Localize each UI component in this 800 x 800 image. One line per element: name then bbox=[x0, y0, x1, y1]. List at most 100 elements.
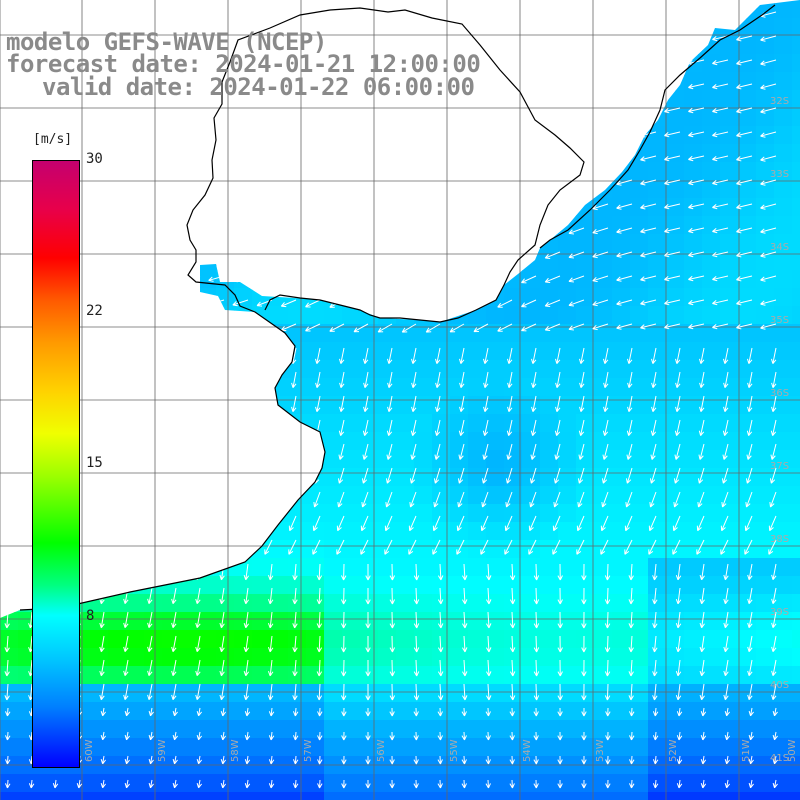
field-cell bbox=[414, 594, 433, 613]
wind-arrow bbox=[329, 155, 345, 164]
wind-arrow bbox=[425, 251, 441, 261]
field-cell bbox=[432, 720, 451, 739]
field-cell bbox=[738, 414, 757, 433]
field-cell bbox=[396, 270, 415, 289]
wind-arrow bbox=[554, 419, 561, 436]
field-cell bbox=[252, 432, 271, 451]
wind-arrow bbox=[506, 443, 513, 460]
field-cell bbox=[792, 0, 800, 19]
wind-arrow bbox=[365, 779, 371, 789]
field-cell bbox=[540, 270, 559, 289]
field-cell bbox=[144, 234, 163, 253]
field-cell bbox=[792, 396, 800, 415]
wind-arrow bbox=[530, 419, 537, 436]
wind-arrow bbox=[521, 83, 537, 92]
field-cell bbox=[90, 0, 109, 19]
field-cell bbox=[234, 612, 253, 631]
wind-arrow bbox=[410, 443, 417, 460]
field-cell bbox=[288, 270, 307, 289]
field-cell bbox=[612, 792, 631, 800]
field-cell bbox=[414, 198, 433, 217]
field-cell bbox=[666, 504, 685, 523]
field-cell bbox=[468, 342, 487, 361]
field-cell bbox=[702, 126, 721, 145]
field-cell bbox=[306, 684, 325, 703]
wind-arrow bbox=[0, 251, 9, 259]
field-cell bbox=[558, 0, 577, 19]
wind-arrow bbox=[123, 563, 129, 581]
wind-arrow bbox=[640, 203, 657, 210]
field-cell bbox=[486, 540, 505, 559]
wind-arrow bbox=[605, 707, 611, 717]
field-cell bbox=[576, 576, 595, 595]
field-cell bbox=[414, 414, 433, 433]
wind-arrow bbox=[747, 683, 753, 701]
field-cell bbox=[306, 504, 325, 523]
wind-arrow bbox=[533, 635, 540, 653]
field-cell bbox=[702, 360, 721, 379]
field-cell bbox=[774, 126, 793, 145]
lon-label: 57W bbox=[303, 739, 314, 762]
field-cell bbox=[558, 594, 577, 613]
wind-arrow bbox=[387, 371, 393, 389]
field-cell bbox=[126, 558, 145, 577]
field-cell bbox=[594, 378, 613, 397]
field-cell bbox=[702, 216, 721, 235]
field-cell bbox=[756, 216, 775, 235]
field-cell bbox=[576, 666, 595, 685]
field-cell bbox=[792, 324, 800, 343]
field-cell bbox=[378, 108, 397, 127]
wind-arrow bbox=[640, 107, 657, 114]
field-cell bbox=[108, 792, 127, 800]
coastline bbox=[19, 4, 776, 611]
lon-label: 56W bbox=[376, 739, 387, 762]
field-cell bbox=[414, 630, 433, 649]
field-cell bbox=[702, 144, 721, 163]
field-cell bbox=[666, 468, 685, 487]
field-cell bbox=[234, 558, 253, 577]
wind-arrow bbox=[208, 11, 225, 18]
field-cell bbox=[180, 0, 199, 19]
wind-arrow bbox=[544, 59, 561, 67]
field-cell bbox=[90, 648, 109, 667]
wind-arrow bbox=[219, 611, 225, 629]
wind-arrow bbox=[425, 275, 441, 285]
field-cell bbox=[360, 702, 379, 721]
field-cell bbox=[108, 198, 127, 217]
wind-arrow bbox=[688, 107, 705, 114]
field-cell bbox=[684, 378, 703, 397]
field-cell bbox=[540, 324, 559, 343]
wind-arrow bbox=[674, 443, 681, 460]
field-cell bbox=[576, 126, 595, 145]
field-cell bbox=[504, 684, 523, 703]
field-cell bbox=[432, 342, 451, 361]
wind-arrow bbox=[171, 395, 177, 413]
field-cell bbox=[666, 360, 685, 379]
field-cell bbox=[738, 288, 757, 307]
wind-arrow bbox=[193, 491, 201, 508]
field-cell bbox=[144, 666, 163, 685]
wind-arrow bbox=[521, 11, 537, 20]
field-cell bbox=[90, 342, 109, 361]
field-cell bbox=[144, 180, 163, 199]
field-cell bbox=[360, 774, 379, 793]
wind-arrow bbox=[712, 107, 729, 114]
wind-arrow bbox=[314, 443, 321, 460]
field-cell bbox=[684, 684, 703, 703]
field-cell bbox=[576, 90, 595, 109]
wind-arrow bbox=[413, 779, 419, 789]
wind-arrow bbox=[664, 107, 681, 114]
field-cell bbox=[540, 72, 559, 91]
field-cell bbox=[486, 684, 505, 703]
wind-arrow bbox=[40, 107, 57, 114]
field-cell bbox=[756, 0, 775, 19]
field-cell bbox=[342, 378, 361, 397]
wind-arrow bbox=[171, 371, 177, 389]
wind-arrow bbox=[576, 515, 585, 532]
field-cell bbox=[594, 198, 613, 217]
wind-arrow bbox=[533, 779, 539, 789]
field-cell bbox=[270, 702, 289, 721]
wind-arrow bbox=[581, 683, 587, 701]
wind-arrow bbox=[413, 731, 419, 741]
wind-arrow bbox=[449, 107, 465, 117]
